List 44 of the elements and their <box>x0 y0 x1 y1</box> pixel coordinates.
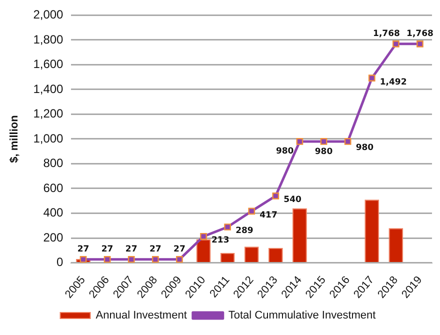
y-tick-label: 1,400 <box>33 82 64 96</box>
point <box>416 40 424 48</box>
point <box>368 74 376 82</box>
y-tick-label: 800 <box>43 156 64 170</box>
point <box>224 224 231 230</box>
data-label: 27 <box>125 244 138 254</box>
data-label: 27 <box>77 244 90 254</box>
point <box>176 256 183 263</box>
data-label: 27 <box>174 244 186 254</box>
y-tick-label: 2,000 <box>33 8 64 22</box>
data-label: 980 <box>356 142 374 153</box>
data-label: 540 <box>284 195 302 206</box>
data-label: 980 <box>276 146 294 157</box>
y-tick-label: 0 <box>56 255 64 270</box>
data-label: 1,768 <box>373 28 400 39</box>
point <box>80 256 87 263</box>
data-label: 27 <box>101 244 114 254</box>
point <box>104 256 111 263</box>
data-label: 27 <box>149 244 162 254</box>
y-tick-label: 1,600 <box>33 57 64 72</box>
data-label: 980 <box>314 146 333 157</box>
legend-label: Total Cummulative Investment <box>228 310 376 322</box>
data-label: 213 <box>212 236 230 246</box>
data-label: 289 <box>236 226 254 236</box>
point <box>392 40 400 48</box>
y-axis-title: $, million <box>8 114 21 163</box>
legend-label: Annual Investment <box>96 310 187 322</box>
point <box>320 138 328 145</box>
y-tick-label: 600 <box>43 180 64 195</box>
data-label: 417 <box>260 210 278 220</box>
point <box>272 192 280 200</box>
y-tick-label: 1,200 <box>33 106 64 121</box>
data-label: 1,768 <box>406 28 434 39</box>
point <box>128 256 135 263</box>
point <box>152 256 159 263</box>
point <box>296 138 304 145</box>
y-tick-label: 400 <box>43 206 64 220</box>
y-tick-label: 200 <box>43 230 64 244</box>
y-tick-label: 1,000 <box>33 131 64 146</box>
data-label: 1,492 <box>380 77 407 88</box>
point <box>200 232 207 240</box>
y-tick-label: 1,800 <box>33 32 64 46</box>
point <box>344 138 352 145</box>
point <box>248 208 256 215</box>
